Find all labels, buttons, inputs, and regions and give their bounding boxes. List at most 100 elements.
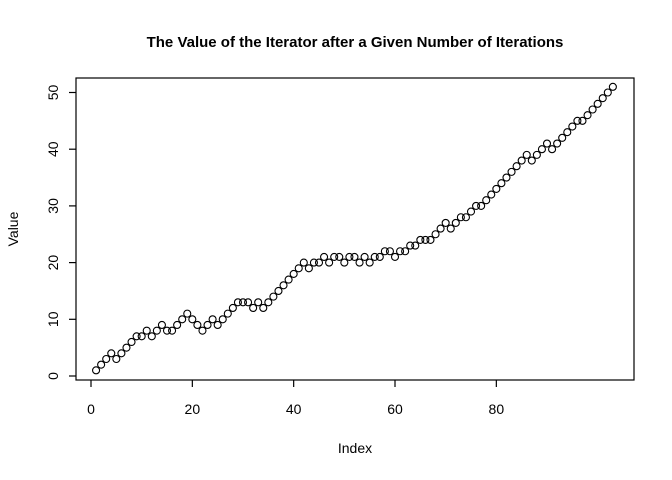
data-point (157, 320, 166, 330)
data-point (284, 275, 293, 284)
data-point (588, 105, 597, 114)
data-point (168, 326, 177, 335)
data-point (223, 309, 232, 318)
data-point (390, 252, 400, 261)
data-point (102, 354, 111, 364)
data-point (603, 88, 612, 97)
y-axis-tick-label: 40 (45, 141, 61, 157)
data-point (512, 162, 521, 171)
data-point (259, 303, 268, 313)
data-point (431, 230, 440, 239)
data-point (608, 82, 617, 91)
data-point (274, 286, 283, 296)
y-axis-tick-label: 10 (45, 311, 61, 327)
data-point (269, 292, 278, 301)
data-point (142, 326, 151, 335)
data-point (517, 156, 526, 165)
data-point (152, 326, 161, 335)
x-axis-ticks: 0 20 40 60 80 (87, 380, 504, 417)
data-point (360, 252, 369, 261)
data-point (137, 332, 146, 341)
data-point (441, 218, 450, 227)
data-point (375, 252, 384, 261)
data-point (461, 213, 470, 222)
y-axis-label: Value (5, 211, 21, 246)
data-point (436, 224, 445, 233)
data-point (487, 190, 496, 199)
y-axis-tick-label: 50 (45, 85, 61, 101)
plot-box (75, 77, 635, 381)
data-points (92, 82, 617, 375)
data-point (238, 298, 248, 307)
data-point (502, 173, 511, 182)
x-axis-tick-label: 20 (185, 401, 201, 417)
data-point (330, 252, 339, 261)
data-point (112, 354, 121, 364)
x-axis-tick-label: 80 (489, 401, 505, 417)
data-point (522, 150, 531, 159)
data-point (208, 315, 217, 324)
y-axis-tick-label: 0 (45, 372, 61, 380)
data-point (325, 258, 334, 267)
data-point (345, 252, 354, 261)
data-point (340, 258, 349, 267)
data-point (218, 315, 227, 324)
data-point (396, 247, 405, 256)
data-point (482, 196, 491, 205)
data-point (406, 241, 415, 250)
data-point (451, 218, 460, 227)
data-point (314, 258, 324, 267)
x-axis-tick-label: 40 (286, 401, 302, 417)
data-point (173, 320, 182, 330)
data-point (532, 150, 541, 159)
data-point (355, 258, 364, 267)
data-point (350, 252, 359, 261)
y-axis-tick-label: 30 (45, 198, 61, 214)
data-point (264, 298, 273, 307)
data-point (472, 201, 481, 210)
data-point (117, 349, 126, 358)
data-point (294, 264, 303, 273)
data-point (122, 343, 131, 352)
data-point (198, 326, 207, 335)
data-point (249, 303, 258, 313)
data-point (568, 122, 577, 131)
data-point (132, 332, 141, 341)
data-point (162, 326, 172, 335)
data-point (147, 332, 156, 341)
data-point (127, 337, 136, 347)
data-point (289, 269, 298, 278)
data-point (411, 241, 420, 250)
chart-title: The Value of the Iterator after a Given … (147, 34, 564, 51)
data-point (188, 315, 197, 324)
data-point (365, 258, 374, 267)
data-point (178, 315, 187, 324)
data-point (537, 145, 546, 154)
data-point (416, 235, 425, 244)
data-point (92, 366, 101, 375)
data-point (598, 94, 607, 103)
data-point (527, 156, 536, 165)
data-point (497, 179, 506, 188)
data-point (573, 116, 582, 125)
data-point (456, 213, 465, 222)
data-point (558, 133, 567, 142)
data-point (542, 139, 552, 148)
data-point (107, 349, 116, 358)
data-point (426, 235, 435, 244)
data-point (583, 111, 592, 120)
data-point (421, 235, 430, 244)
data-point (593, 99, 602, 108)
data-point (228, 303, 237, 313)
y-axis-ticks: 0 10 20 30 40 50 (45, 85, 76, 380)
data-point (309, 258, 318, 267)
x-axis-label: Index (338, 440, 372, 456)
data-point (563, 128, 572, 137)
data-point (370, 252, 379, 261)
data-point (466, 207, 476, 216)
data-point (193, 320, 202, 330)
data-point (320, 252, 329, 261)
data-point (507, 167, 516, 176)
data-point (304, 264, 313, 273)
